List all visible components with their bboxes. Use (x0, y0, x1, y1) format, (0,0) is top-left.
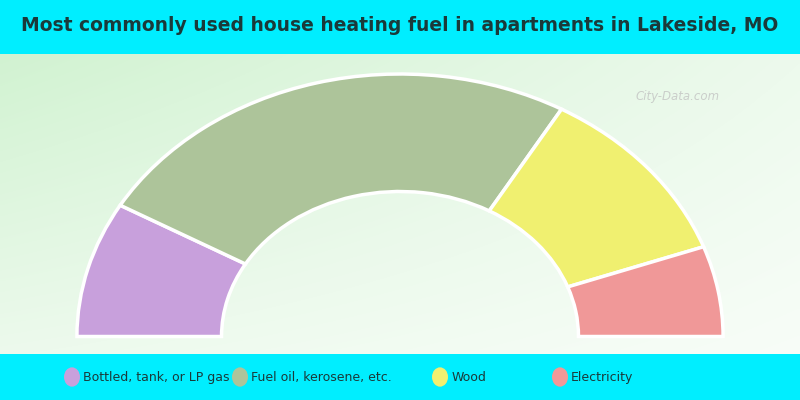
Ellipse shape (552, 367, 568, 387)
Text: Electricity: Electricity (571, 372, 634, 384)
Wedge shape (120, 74, 562, 264)
Wedge shape (77, 205, 246, 336)
Text: Most commonly used house heating fuel in apartments in Lakeside, MO: Most commonly used house heating fuel in… (22, 16, 778, 36)
Text: Wood: Wood (451, 372, 486, 384)
Wedge shape (568, 247, 723, 336)
Ellipse shape (432, 367, 448, 387)
Text: Bottled, tank, or LP gas: Bottled, tank, or LP gas (83, 372, 230, 384)
Ellipse shape (64, 367, 80, 387)
Text: City-Data.com: City-Data.com (636, 90, 720, 103)
Ellipse shape (232, 367, 248, 387)
Text: Fuel oil, kerosene, etc.: Fuel oil, kerosene, etc. (251, 372, 392, 384)
Wedge shape (490, 109, 703, 287)
